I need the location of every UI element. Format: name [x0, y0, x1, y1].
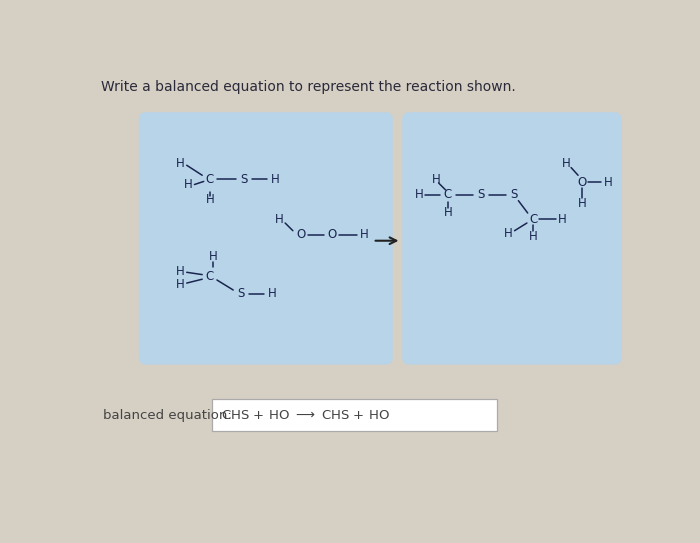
- Text: O: O: [296, 228, 305, 241]
- Text: H: H: [176, 157, 185, 170]
- Text: Write a balanced equation to represent the reaction shown.: Write a balanced equation to represent t…: [102, 80, 516, 94]
- Text: H: H: [558, 213, 567, 226]
- Text: balanced equation:: balanced equation:: [103, 409, 232, 422]
- Text: H: H: [528, 230, 538, 243]
- Text: S: S: [510, 188, 517, 201]
- FancyBboxPatch shape: [211, 399, 498, 431]
- Text: O: O: [327, 228, 336, 241]
- Text: S: S: [237, 287, 244, 300]
- Text: H: H: [504, 226, 512, 239]
- Text: H: H: [271, 173, 279, 186]
- Text: H: H: [176, 265, 185, 278]
- Text: S: S: [477, 188, 485, 201]
- Text: C: C: [529, 213, 538, 226]
- Text: C: C: [206, 270, 214, 283]
- Text: H: H: [209, 250, 218, 263]
- Text: C: C: [444, 188, 452, 201]
- Text: H: H: [432, 173, 440, 186]
- Text: H: H: [578, 197, 587, 210]
- Text: H: H: [206, 193, 214, 206]
- Text: H: H: [267, 287, 276, 300]
- FancyBboxPatch shape: [139, 113, 392, 364]
- Text: O: O: [578, 176, 587, 189]
- Text: H: H: [562, 157, 570, 170]
- Text: H: H: [415, 188, 424, 201]
- Text: C: C: [206, 173, 214, 186]
- Text: S: S: [240, 173, 248, 186]
- Text: H: H: [184, 178, 192, 191]
- Text: H: H: [176, 278, 185, 291]
- Text: H: H: [604, 176, 612, 189]
- Text: H: H: [360, 228, 368, 241]
- Text: H: H: [275, 213, 284, 226]
- Text: H: H: [444, 206, 452, 219]
- Text: CHS + HO $\longrightarrow$ CHS + HO: CHS + HO $\longrightarrow$ CHS + HO: [220, 409, 390, 422]
- FancyBboxPatch shape: [403, 113, 621, 364]
